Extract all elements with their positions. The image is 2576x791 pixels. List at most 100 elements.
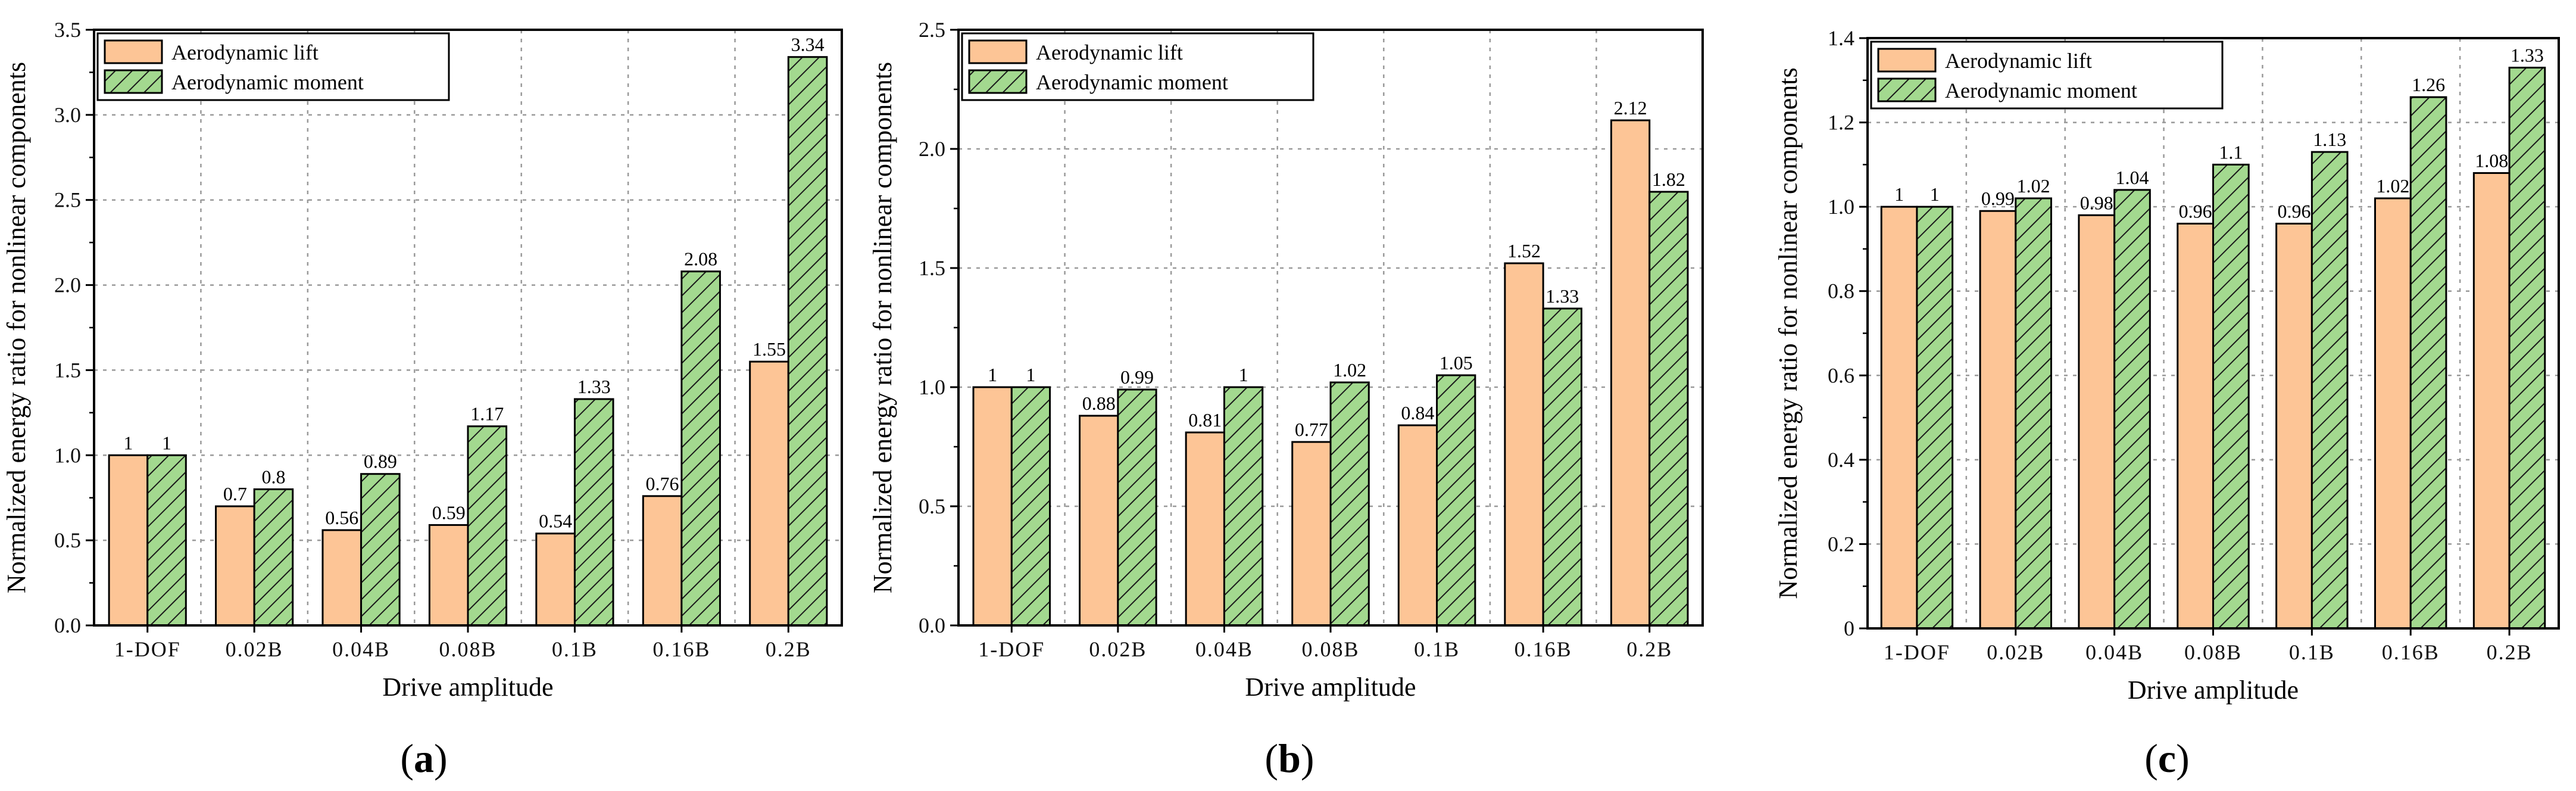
y-tick-label: 0.6 (1828, 363, 1854, 387)
lift-value-label-2: 0.81 (1188, 409, 1222, 431)
lift-value-label-5: 1.52 (1507, 240, 1541, 261)
moment-bar-6 (2508, 67, 2546, 630)
y-tick-label: 0.2 (1828, 532, 1854, 556)
x-tick-label: 1-DOF (978, 637, 1045, 661)
lift-bar-4 (1397, 424, 1438, 627)
moment-value-label-4: 1.05 (1440, 352, 1473, 373)
legend-swatch-moment (104, 69, 163, 94)
moment-value-label-0: 1 (162, 432, 171, 453)
moment-value-label-1: 1.02 (2017, 175, 2050, 197)
moment-bar-6 (1648, 191, 1689, 627)
lift-value-label-0: 1 (1894, 183, 1904, 205)
moment-bar-2 (360, 473, 401, 627)
moment-bar-1 (1117, 388, 1157, 627)
moment-value-label-3: 1.1 (2219, 141, 2243, 163)
moment-value-label-6: 1.33 (2511, 45, 2544, 66)
x-tick-label: 0.02B (1987, 640, 2044, 664)
moment-bar-1 (2015, 197, 2052, 630)
lift-value-label-4: 0.84 (1401, 402, 1434, 423)
lift-value-label-6: 1.55 (752, 338, 786, 360)
moment-bar-4 (573, 398, 614, 627)
moment-value-label-0: 1 (1026, 364, 1035, 385)
lift-bar-5 (2374, 197, 2412, 630)
legend-swatch-moment (968, 69, 1028, 94)
lift-value-label-5: 0.76 (646, 473, 679, 494)
moment-bar-3 (467, 425, 508, 627)
y-tick-label: 0.0 (919, 614, 945, 637)
legend-label-moment: Aerodynamic moment (171, 70, 364, 94)
lift-value-label-2: 0.98 (2080, 192, 2113, 213)
moment-bar-3 (2212, 163, 2250, 630)
panel-label: (c) (2144, 736, 2190, 781)
y-tick-label: 3.0 (54, 103, 81, 127)
moment-value-label-4: 1.33 (577, 376, 611, 397)
moment-bar-4 (1436, 374, 1476, 627)
lift-bar-6 (2472, 172, 2511, 630)
lift-value-label-3: 0.59 (432, 502, 466, 523)
panel-label: (b) (1264, 736, 1314, 781)
x-tick-label: 0.2B (2487, 640, 2533, 664)
moment-bar-6 (787, 56, 828, 627)
x-tick-label: 0.08B (439, 637, 497, 661)
lift-value-label-1: 0.7 (223, 483, 247, 505)
y-tick-label: 1.5 (919, 256, 945, 280)
lift-value-label-3: 0.96 (2179, 200, 2212, 222)
y-tick-label: 1.0 (919, 375, 945, 399)
y-tick-label: 1.0 (54, 443, 81, 467)
lift-bar-4 (2275, 222, 2313, 630)
legend-swatch-lift (104, 39, 163, 64)
x-tick-label: 1-DOF (1884, 640, 1950, 664)
lift-bar-5 (1504, 262, 1544, 627)
legend-swatch-lift (1877, 48, 1937, 73)
x-axis-title: Drive amplitude (382, 672, 553, 702)
moment-bar-1 (253, 488, 294, 627)
lift-value-label-6: 1.08 (2475, 150, 2508, 172)
lift-value-label-3: 0.77 (1295, 419, 1328, 440)
lift-value-label-4: 0.96 (2278, 200, 2311, 222)
panel-label-close: ) (1301, 736, 1314, 781)
legend-label-moment: Aerodynamic moment (1945, 79, 2137, 102)
y-axis-title: Normalized energy ratio for nonlinear co… (2, 62, 31, 593)
legend-label-lift: Aerodynamic lift (1036, 41, 1183, 64)
chart-panel-a: 1 0.7 0.56 0.59 0.54 0.76 1.55 1 0.8 0.89 1.17 1.33… (2, 18, 843, 781)
moment-value-label-0: 1 (1930, 183, 1940, 205)
x-tick-label: 0.1B (552, 637, 598, 661)
lift-bar-0 (1880, 205, 1918, 630)
x-tick-label: 0.2B (1626, 637, 1672, 661)
lift-bar-6 (749, 360, 789, 627)
moment-bar-0 (1916, 205, 1954, 630)
moment-value-label-6: 1.82 (1652, 169, 1685, 190)
lift-bar-2 (1185, 431, 1225, 627)
lift-value-label-5: 1.02 (2376, 175, 2409, 197)
lift-bar-1 (215, 505, 255, 627)
x-tick-label: 0.16B (1515, 637, 1572, 661)
moment-bar-2 (2113, 189, 2151, 630)
legend-label-lift: Aerodynamic lift (171, 41, 319, 64)
lift-bar-6 (1610, 119, 1651, 627)
y-tick-label: 0.8 (1828, 279, 1854, 303)
y-tick-label: 2.5 (54, 188, 81, 212)
y-tick-label: 0 (1844, 616, 1854, 640)
moment-value-label-5: 1.26 (2412, 74, 2445, 95)
y-tick-label: 1.4 (1828, 26, 1854, 50)
moment-bar-4 (2310, 151, 2349, 630)
y-tick-label: 0.4 (1828, 448, 1854, 472)
x-axis-title: Drive amplitude (1245, 672, 1416, 702)
moment-value-label-6: 3.34 (791, 34, 825, 55)
moment-value-label-5: 2.08 (684, 248, 717, 270)
moment-bar-5 (680, 270, 721, 627)
moment-value-label-2: 1 (1239, 364, 1248, 385)
panel-label-letter: a (414, 736, 434, 781)
panel-label-open: ( (2144, 736, 2158, 781)
moment-bar-5 (1542, 307, 1582, 627)
moment-value-label-4: 1.13 (2313, 129, 2346, 150)
lift-value-label-1: 0.99 (1981, 188, 2015, 209)
x-tick-label: 0.16B (2382, 640, 2440, 664)
moment-bar-3 (1329, 381, 1370, 627)
y-tick-label: 1.5 (54, 358, 81, 382)
moment-bar-5 (2409, 96, 2447, 630)
lift-bar-2 (2078, 214, 2116, 630)
lift-bar-4 (535, 532, 576, 627)
lift-bar-5 (642, 495, 683, 627)
x-tick-label: 0.16B (652, 637, 710, 661)
